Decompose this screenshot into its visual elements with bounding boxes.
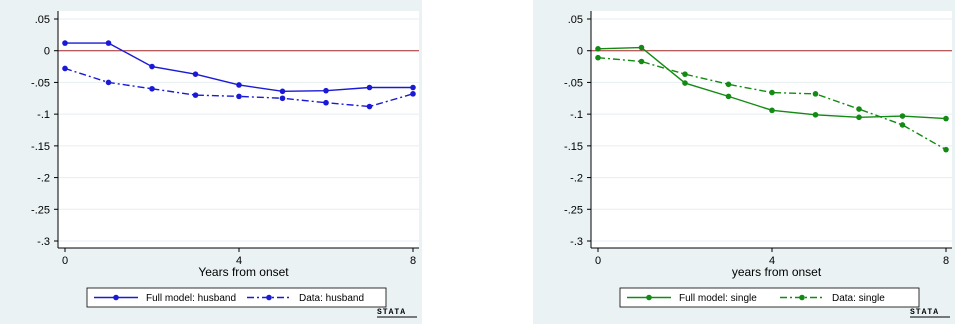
data-point	[769, 89, 775, 96]
data-point	[595, 46, 601, 52]
legend-label: Full model: single	[679, 293, 757, 304]
data-point	[856, 114, 862, 121]
y-tick-label: -.2	[37, 173, 50, 185]
x-tick-label: 8	[410, 255, 416, 267]
data-point	[192, 92, 199, 98]
line-chart-husband: .05 0 -.05 -.1 -.15 -.2 -.25 -.3 0 4 8 Years from o…	[31, 11, 419, 318]
data-point	[149, 63, 155, 70]
data-point	[62, 65, 68, 72]
x-axis-label: years from onset	[732, 265, 822, 279]
series-line-data	[64, 67, 414, 108]
chart-panel-husband: .05 0 -.05 -.1 -.15 -.2 -.25 -.3 0 4 8 Years from o…	[0, 0, 422, 324]
data-point	[366, 103, 373, 110]
data-point	[149, 85, 155, 92]
chart-panel-single: .05 0 -.05 -.1 -.15 -.2 -.25 -.3 0 4 8 years from o…	[533, 0, 955, 324]
data-point	[899, 113, 906, 119]
y-tick-label: 0	[44, 46, 50, 58]
data-point	[595, 54, 601, 61]
data-point	[279, 88, 286, 95]
data-point	[638, 44, 645, 51]
data-point	[725, 81, 732, 88]
x-axis-label: Years from onset	[198, 265, 289, 279]
data-point	[366, 84, 373, 91]
legend-label: Full model: husband	[146, 293, 236, 304]
data-point	[725, 93, 732, 100]
data-point	[638, 58, 645, 65]
x-tick-label: 0	[595, 255, 601, 267]
data-point	[323, 99, 329, 106]
y-tick-label: .05	[35, 14, 50, 26]
data-point	[192, 71, 199, 77]
data-point	[856, 106, 862, 112]
stata-logo: STATA	[910, 308, 939, 317]
data-point	[812, 111, 819, 118]
data-point	[943, 146, 949, 153]
data-point	[410, 91, 416, 97]
y-tick-label: -.05	[31, 77, 50, 89]
legend-marker	[266, 294, 272, 301]
data-point	[105, 40, 112, 46]
legend-marker	[646, 294, 652, 301]
data-point	[410, 84, 416, 91]
x-tick-label: 4	[769, 255, 775, 267]
x-tick-label: 8	[943, 255, 949, 267]
data-point	[236, 93, 242, 100]
data-point	[812, 91, 819, 97]
y-tick-label: -.3	[570, 236, 583, 248]
y-tick-label: -.1	[570, 109, 583, 121]
legend-label: Data: husband	[299, 293, 364, 304]
data-point	[279, 95, 286, 102]
data-point	[943, 115, 949, 122]
line-chart-single: .05 0 -.05 -.1 -.15 -.2 -.25 -.3 0 4 8 years from o…	[564, 11, 952, 318]
data-point	[236, 82, 242, 88]
y-tick-label: -.2	[570, 173, 583, 185]
x-tick-label: 0	[62, 255, 68, 267]
data-point	[62, 40, 68, 46]
plot-area	[58, 11, 419, 248]
y-tick-label: 0	[577, 46, 583, 58]
data-point	[682, 71, 688, 77]
y-tick-label: .05	[568, 14, 583, 26]
y-tick-label: -.25	[31, 204, 50, 216]
y-tick-label: -.1	[37, 109, 50, 121]
data-point	[105, 79, 112, 86]
stata-logo: STATA	[377, 308, 406, 317]
y-tick-label: -.15	[31, 141, 50, 153]
y-tick-label: -.15	[564, 141, 583, 153]
legend-marker	[799, 294, 805, 301]
legend-label: Data: single	[832, 293, 885, 304]
data-point	[899, 122, 906, 128]
data-point	[682, 80, 688, 86]
legend-box	[86, 287, 387, 308]
data-point	[769, 107, 775, 114]
x-tick-label: 4	[236, 255, 242, 267]
y-tick-label: -.25	[564, 204, 583, 216]
plot-area	[591, 11, 952, 248]
legend-marker	[113, 294, 119, 301]
y-tick-label: -.3	[37, 236, 50, 248]
data-point	[323, 87, 329, 94]
legend-box	[619, 287, 920, 308]
y-tick-label: -.05	[564, 77, 583, 89]
